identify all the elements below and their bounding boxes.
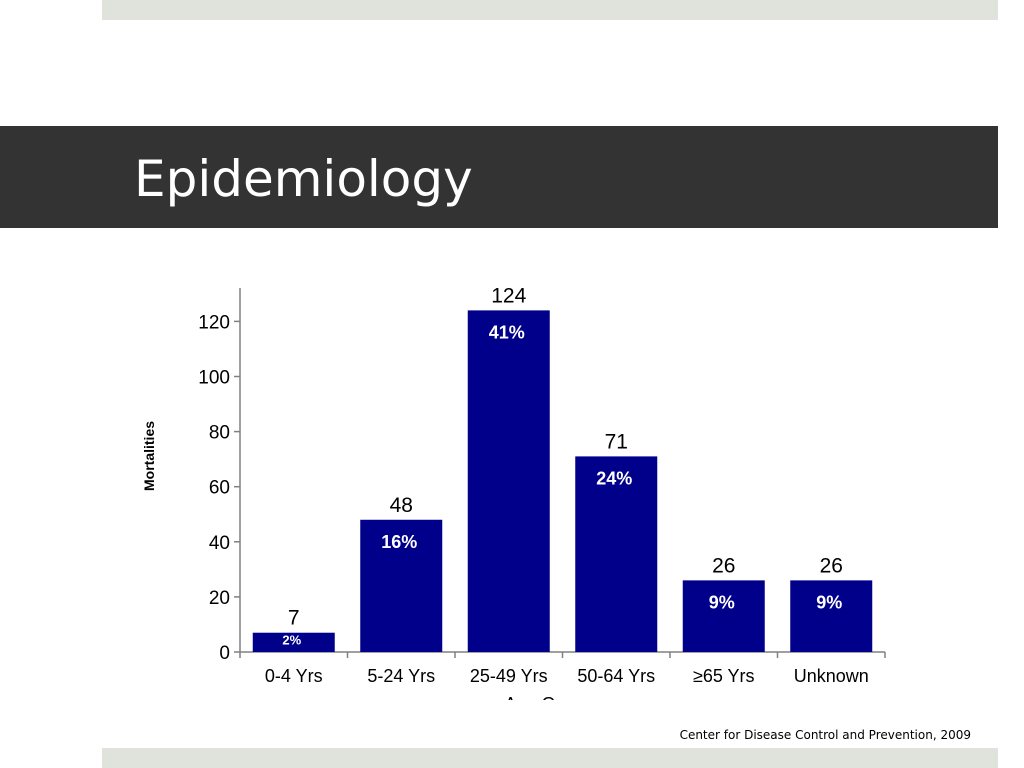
bar-percent-label: 24% (596, 468, 632, 488)
title-bar (0, 126, 998, 228)
x-tick-label: 0-4 Yrs (265, 666, 323, 686)
bar (575, 456, 658, 652)
bottom-decorative-band (102, 748, 998, 768)
y-tick-label: 100 (198, 368, 230, 389)
bar-value-label: 7 (288, 607, 300, 630)
bar-percent-label: 2% (282, 633, 301, 648)
citation-text: Center for Disease Control and Preventio… (679, 728, 971, 742)
bar-value-label: 26 (820, 554, 843, 577)
x-tick-label: 50-64 Yrs (577, 666, 655, 686)
y-tick-label: 120 (198, 312, 230, 333)
bar-value-label: 124 (491, 288, 526, 307)
x-tick-label: 5-24 Yrs (367, 666, 435, 686)
bar-percent-label: 9% (709, 592, 735, 612)
y-tick-label: 20 (209, 588, 230, 609)
slide-title: Epidemiology (134, 150, 473, 208)
bar-value-label: 71 (605, 430, 628, 453)
x-tick-label: Unknown (794, 666, 869, 686)
bar (682, 580, 765, 652)
x-axis-label: Age Groups (504, 694, 600, 700)
bar (790, 580, 873, 652)
y-tick-label: 0 (219, 643, 230, 664)
bar-value-label: 48 (390, 494, 413, 517)
bar-value-label: 26 (712, 554, 735, 577)
bar-percent-label: 41% (489, 322, 525, 342)
bar-percent-label: 16% (381, 532, 417, 552)
bar-chart: 0 20 40 60 80 100 120 Mortalities 7 2% 0-4 Yrs 48 16… (130, 288, 900, 700)
bar-chart-svg: 0 20 40 60 80 100 120 Mortalities 7 2% 0-4 Yrs 48 16… (141, 288, 886, 700)
y-tick-label: 60 (209, 478, 230, 499)
y-tick-label: 40 (209, 533, 230, 554)
y-axis-label: Mortalities (141, 421, 157, 491)
bar (360, 519, 443, 652)
bar (252, 632, 335, 652)
bar-percent-label: 9% (816, 592, 842, 612)
bar (467, 310, 550, 652)
y-tick-label: 80 (209, 423, 230, 444)
x-tick-label: 25-49 Yrs (470, 666, 548, 686)
top-decorative-band (102, 0, 998, 20)
x-tick-label: ≥65 Yrs (693, 666, 755, 686)
